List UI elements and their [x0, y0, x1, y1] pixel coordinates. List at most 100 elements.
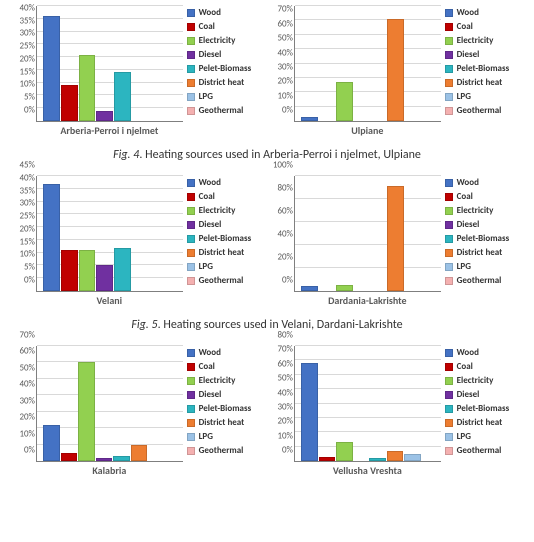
figure-5-row: 0%5%10%15%20%25%30%35%40%45%Velani Wood Co… [14, 176, 520, 310]
legend-label: Pelet-Biomass [457, 404, 510, 413]
bar-wood [301, 117, 318, 121]
legend-label: Geothermal [457, 446, 502, 455]
legend-swatch [187, 107, 195, 115]
bar-pelet-biomass [114, 72, 131, 121]
legend-swatch [445, 193, 453, 201]
chart-title: Ulpiane [294, 122, 441, 140]
legend-swatch [187, 65, 195, 73]
bar-pelet-biomass [114, 248, 131, 291]
legend-item-pelet-biomass: Pelet-Biomass [445, 64, 522, 73]
bar-electricity [79, 55, 96, 121]
plot-area: 0%10%20%30%40%50%60%70%80% [294, 6, 441, 122]
chart-title: Velani [36, 292, 183, 310]
legend-item-district-heat: District heat [445, 78, 522, 87]
bar-pelet-biomass [369, 458, 386, 461]
legend-label: Electricity [199, 36, 236, 45]
legend-item-electricity: Electricity [445, 206, 522, 215]
bar-diesel [96, 111, 113, 121]
y-tick-label: 80% [269, 183, 293, 194]
y-tick-label: 40% [269, 387, 293, 398]
bar-pelet-biomass [113, 456, 130, 461]
y-tick-label: 10% [11, 249, 35, 260]
legend-item-lpg: LPG [445, 262, 522, 271]
bar-coal [61, 250, 78, 291]
legend-swatch [187, 79, 195, 87]
legend-swatch [187, 93, 195, 101]
legend-label: Geothermal [457, 276, 502, 285]
legend-swatch [445, 277, 453, 285]
legend-swatch [187, 263, 195, 271]
legend-item-geothermal: Geothermal [187, 106, 264, 115]
legend-label: Pelet-Biomass [199, 64, 252, 73]
legend-item-electricity: Electricity [187, 206, 264, 215]
y-tick-label: 0% [11, 105, 35, 116]
bars-container [43, 6, 179, 121]
legend-label: Coal [199, 192, 215, 201]
legend-swatch [445, 65, 453, 73]
y-tick-label: 0% [269, 105, 293, 116]
legend-swatch [187, 221, 195, 229]
legend-label: Geothermal [199, 106, 244, 115]
legend-item-geothermal: Geothermal [187, 276, 264, 285]
y-tick-label: 40% [11, 379, 35, 390]
legend-item-district-heat: District heat [445, 418, 522, 427]
legend-swatch [187, 349, 195, 357]
y-tick-label: 60% [269, 18, 293, 29]
legend-label: Electricity [457, 206, 494, 215]
chart-title: Kalabria [36, 462, 183, 480]
y-tick-label: 60% [269, 358, 293, 369]
y-tick-label: 45% [11, 0, 35, 1]
legend-item-wood: Wood [187, 178, 264, 187]
legend-label: LPG [457, 262, 471, 271]
bar-electricity [79, 250, 96, 291]
legend-label: Electricity [457, 376, 494, 385]
y-tick-label: 35% [11, 15, 35, 26]
bars-container [43, 346, 179, 461]
figure-5-caption: Fig. 5. Heating sources used in Velani, … [14, 318, 520, 332]
legend-swatch [445, 377, 453, 385]
bar-wood [43, 16, 60, 121]
figure-4-caption: Fig. 4. Heating sources used in Arberia-… [14, 148, 520, 162]
legend-label: Diesel [457, 220, 480, 229]
chart-top: 0%5%10%15%20%25%30%35%40%45%Arberia-Perr… [14, 6, 264, 140]
bar-coal [61, 85, 78, 121]
figure-4-row: 0%5%10%15%20%25%30%35%40%45%Arberia-Perr… [14, 6, 520, 140]
y-tick-label: 15% [11, 66, 35, 77]
legend-swatch [187, 447, 195, 455]
bar-district-heat [387, 451, 404, 461]
legend-swatch [445, 93, 453, 101]
bars-container [301, 346, 437, 461]
y-tick-label: 0% [269, 445, 293, 456]
y-tick-label: 70% [269, 4, 293, 15]
legend-item-geothermal: Geothermal [445, 106, 522, 115]
plot-frame: 0%5%10%15%20%25%30%35%40%45%Velani [14, 176, 183, 310]
legend-item-geothermal: Geothermal [445, 276, 522, 285]
plot-area: 0%10%20%30%40%50%60%70%80% [294, 346, 441, 462]
legend-label: Diesel [199, 390, 222, 399]
legend: WoodCoalElectricityDieselPelet-BiomassDi… [185, 346, 264, 480]
legend-label: Coal [457, 362, 473, 371]
bar-wood [43, 184, 60, 291]
legend-swatch [187, 37, 195, 45]
legend-item-electricity: Electricity [445, 376, 522, 385]
legend-swatch [187, 363, 195, 371]
y-tick-label: 40% [11, 172, 35, 183]
legend-swatch [187, 277, 195, 285]
bar-district-heat [131, 445, 148, 461]
legend-label: Electricity [199, 376, 236, 385]
legend-swatch [445, 207, 453, 215]
chart-top: 0%10%20%30%40%50%60%70%KalabriaWoodCoalE… [14, 346, 264, 480]
legend-item-pelet-biomass: Pelet-Biomass [187, 404, 264, 413]
legend-item-diesel: Diesel [445, 390, 522, 399]
legend-label: Wood [199, 8, 221, 17]
legend-label: Wood [199, 178, 221, 187]
legend: WoodCoalElectricityDieselPelet-BiomassDi… [443, 346, 522, 480]
legend-item-coal: Coal [445, 22, 522, 31]
legend-item-diesel: Diesel [187, 390, 264, 399]
y-tick-label: 60% [269, 206, 293, 217]
y-tick-label: 70% [11, 330, 35, 341]
chart-top: 0%10%20%30%40%50%60%70%80%UlpianeWoodCoa… [272, 6, 522, 140]
legend-swatch [187, 207, 195, 215]
legend-swatch [187, 249, 195, 257]
legend-swatch [187, 405, 195, 413]
